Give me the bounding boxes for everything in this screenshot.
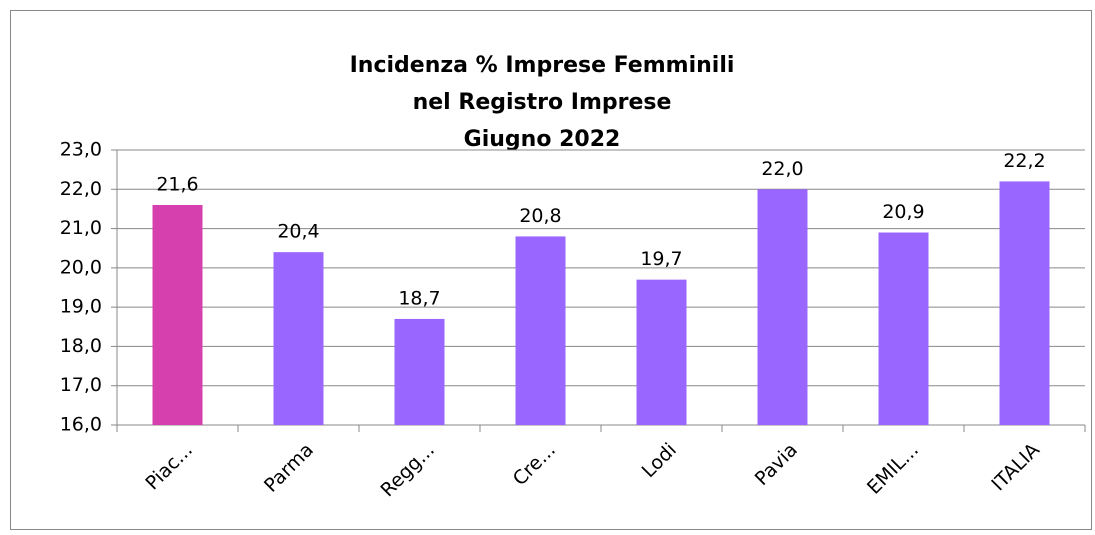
bar [152, 205, 203, 425]
data-label: 21,6 [156, 174, 198, 196]
bar [999, 181, 1050, 425]
data-label: 22,0 [761, 158, 803, 180]
y-tick-label: 22,0 [60, 178, 102, 200]
y-tick-label: 17,0 [60, 374, 102, 396]
data-label: 20,4 [277, 221, 319, 243]
y-tick-label: 23,0 [60, 139, 102, 161]
data-label: 18,7 [398, 287, 440, 309]
y-tick-label: 20,0 [60, 256, 102, 278]
chart-title: nel Registro Imprese [413, 90, 672, 115]
bar [636, 279, 687, 425]
chart-title: Incidenza % Imprese Femminili [350, 53, 735, 78]
data-label: 19,7 [640, 248, 682, 270]
data-label: 20,8 [519, 205, 561, 227]
y-tick-label: 16,0 [60, 414, 102, 436]
y-tick-label: 21,0 [60, 217, 102, 239]
data-label: 20,9 [882, 201, 924, 223]
bar [878, 232, 929, 425]
data-label: 22,2 [1003, 150, 1045, 172]
y-tick-label: 18,0 [60, 335, 102, 357]
bar [394, 318, 445, 425]
bar [757, 189, 808, 425]
chart-title: Giugno 2022 [464, 127, 621, 152]
bar [515, 236, 566, 425]
y-tick-label: 19,0 [60, 296, 102, 318]
bar [273, 252, 324, 425]
